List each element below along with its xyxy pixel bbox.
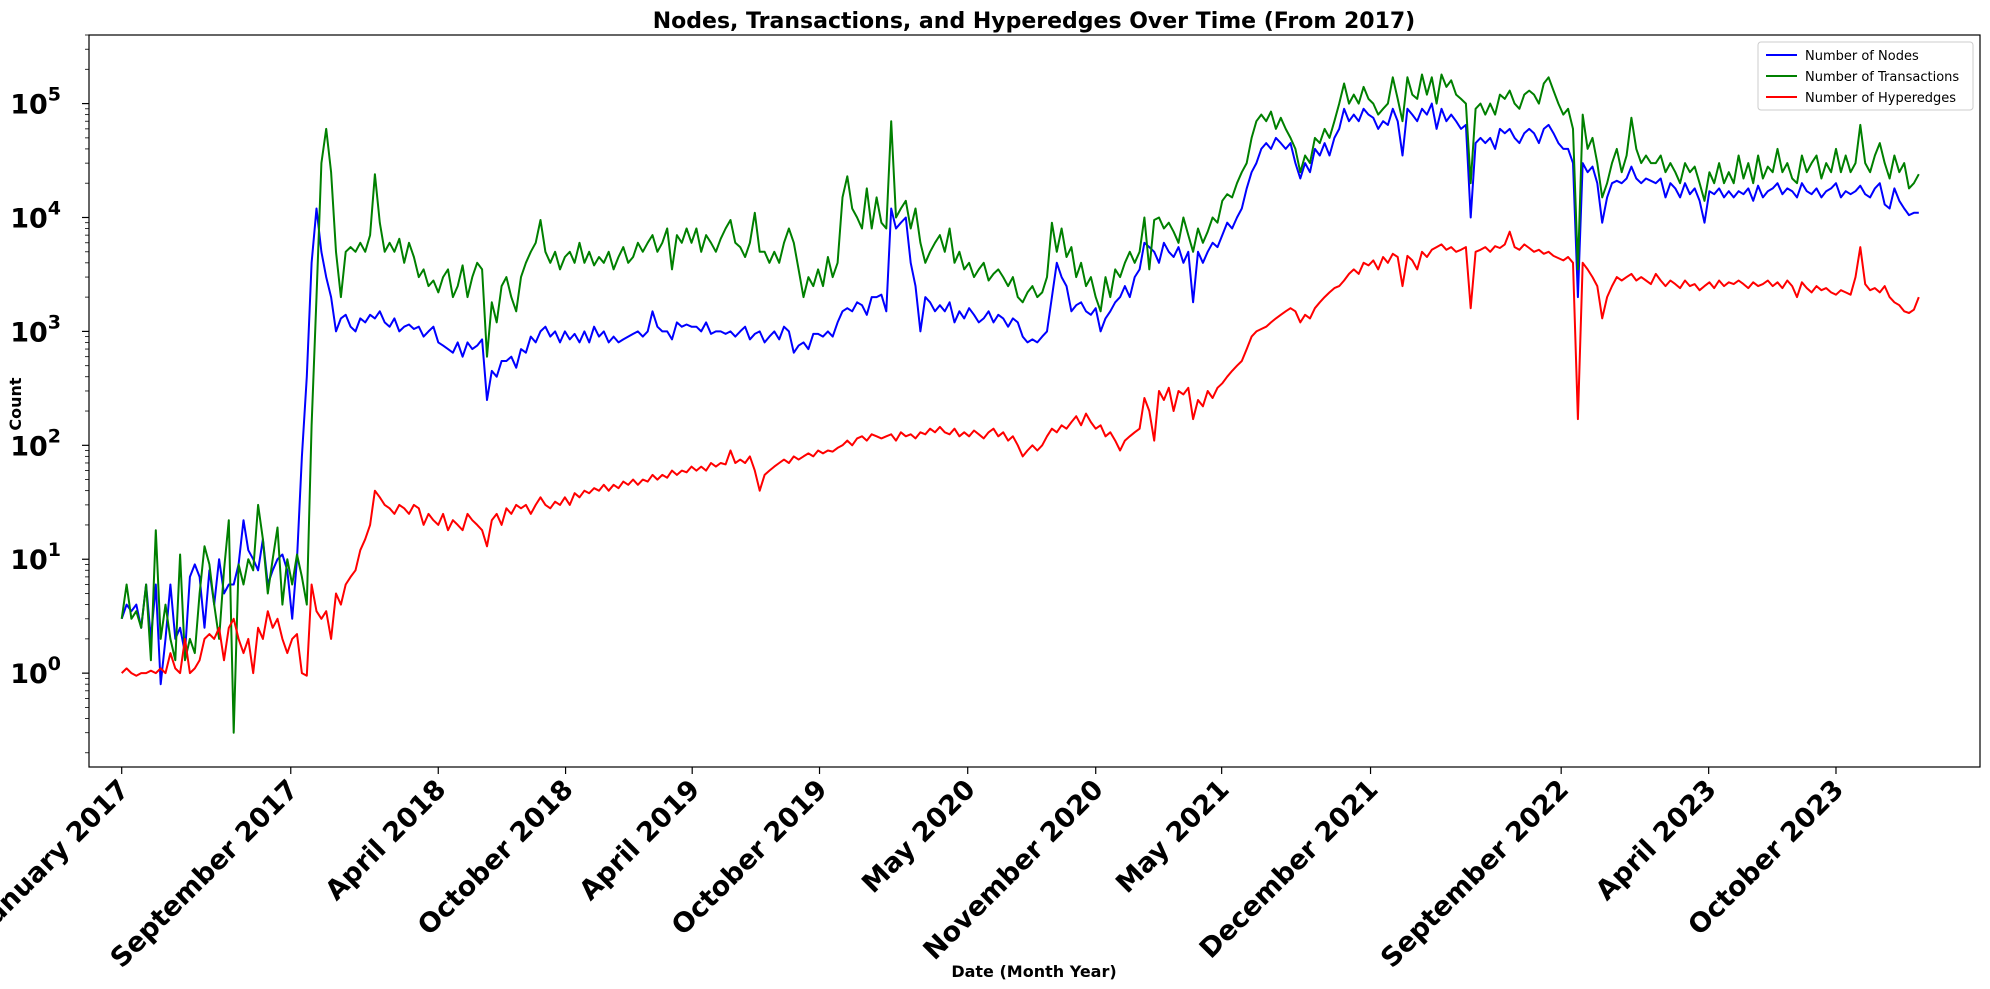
plot-area-frame — [88, 34, 1981, 768]
y-tick-label: 101 — [10, 539, 61, 576]
legend-label-transactions: Number of Transactions — [1805, 70, 1959, 85]
series-layer — [120, 73, 1920, 734]
y-axis-label: Count — [6, 377, 25, 431]
y-tick-label: 105 — [10, 84, 61, 121]
x-axis-label: Date (Month Year) — [951, 962, 1116, 981]
x-tick-label: April 2018 — [320, 774, 453, 907]
x-tick-label: April 2023 — [1590, 774, 1723, 907]
series-line-number-of-hyperedges — [121, 230, 1920, 677]
x-tick-label: April 2019 — [573, 774, 706, 907]
x-tick-label: May 2020 — [856, 774, 981, 899]
y-tick-label: 103 — [10, 311, 61, 348]
x-tick-label: September 2017 — [105, 774, 305, 974]
legend-box — [1757, 41, 1974, 111]
y-tick-label: 100 — [10, 653, 61, 690]
y-tick-label: 102 — [10, 425, 61, 462]
series-line-number-of-nodes — [120, 102, 1919, 686]
x-tick-label: May 2021 — [1110, 774, 1235, 899]
x-tick-label: September 2022 — [1375, 774, 1575, 974]
series-line-number-of-transactions — [120, 73, 1920, 734]
legend-label-hyperedges: Number of Hyperedges — [1805, 91, 1956, 106]
legend-label-nodes: Number of Nodes — [1805, 49, 1919, 64]
chart-title: Nodes, Transactions, and Hyperedges Over… — [653, 9, 1416, 34]
chart-legend: Number of Nodes Number of Transactions N… — [1757, 41, 1974, 111]
y-tick-label: 104 — [10, 197, 61, 234]
x-tick-label: January 2017 — [0, 774, 136, 939]
